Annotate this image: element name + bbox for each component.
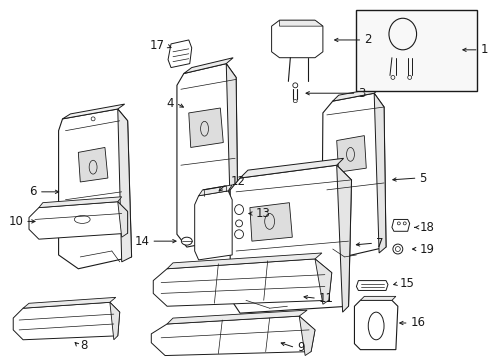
Text: 5: 5 — [419, 171, 426, 185]
Polygon shape — [23, 297, 116, 308]
Polygon shape — [167, 310, 306, 324]
Polygon shape — [226, 64, 238, 243]
Polygon shape — [332, 87, 380, 101]
Text: 12: 12 — [230, 175, 244, 189]
Polygon shape — [167, 253, 321, 269]
Polygon shape — [62, 104, 124, 119]
Polygon shape — [151, 316, 314, 356]
Polygon shape — [321, 93, 385, 259]
Text: 14: 14 — [134, 235, 149, 248]
Ellipse shape — [181, 237, 192, 245]
Polygon shape — [354, 300, 397, 350]
Text: 7: 7 — [375, 237, 383, 249]
Polygon shape — [13, 302, 120, 340]
Polygon shape — [168, 40, 191, 68]
Polygon shape — [118, 202, 127, 237]
Text: 3: 3 — [358, 87, 365, 100]
Text: 15: 15 — [399, 277, 414, 290]
FancyBboxPatch shape — [356, 10, 476, 91]
Polygon shape — [240, 158, 343, 178]
Text: 10: 10 — [8, 215, 23, 228]
Polygon shape — [110, 302, 120, 340]
Polygon shape — [118, 109, 131, 262]
Ellipse shape — [235, 220, 242, 227]
Polygon shape — [299, 316, 314, 356]
Text: 11: 11 — [318, 292, 333, 305]
Polygon shape — [314, 259, 331, 304]
Polygon shape — [29, 202, 127, 239]
Ellipse shape — [292, 83, 297, 88]
Text: 4: 4 — [166, 96, 174, 109]
Text: 1: 1 — [480, 43, 487, 56]
Polygon shape — [356, 280, 387, 291]
Text: 19: 19 — [419, 243, 434, 256]
Polygon shape — [153, 259, 331, 306]
Text: 16: 16 — [410, 316, 425, 329]
Polygon shape — [271, 20, 322, 58]
Text: 18: 18 — [419, 221, 433, 234]
Polygon shape — [183, 58, 233, 73]
Ellipse shape — [234, 204, 243, 215]
Text: 6: 6 — [29, 185, 37, 198]
Text: 9: 9 — [297, 341, 304, 354]
Polygon shape — [230, 165, 351, 313]
Polygon shape — [59, 109, 131, 269]
Polygon shape — [39, 197, 122, 208]
Text: 2: 2 — [364, 33, 371, 46]
Ellipse shape — [392, 244, 402, 254]
Polygon shape — [373, 93, 385, 253]
Polygon shape — [336, 136, 366, 172]
Polygon shape — [198, 185, 232, 196]
Polygon shape — [336, 165, 351, 312]
Text: 17: 17 — [150, 39, 165, 52]
Polygon shape — [391, 220, 409, 231]
Ellipse shape — [234, 230, 243, 239]
Text: 13: 13 — [255, 207, 270, 220]
Polygon shape — [279, 20, 322, 26]
Polygon shape — [249, 203, 292, 241]
Polygon shape — [194, 191, 232, 260]
Polygon shape — [188, 108, 223, 148]
Polygon shape — [360, 296, 395, 300]
Text: 8: 8 — [80, 339, 87, 352]
Polygon shape — [78, 148, 108, 182]
Polygon shape — [177, 64, 238, 247]
